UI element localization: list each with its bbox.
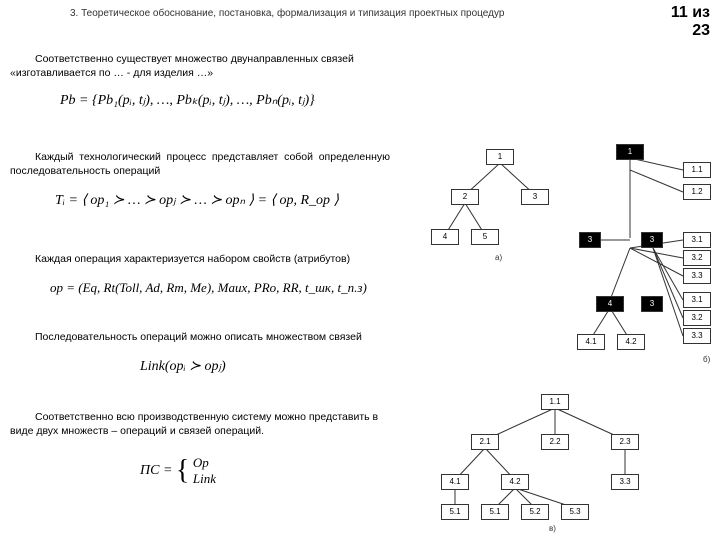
- tree-a-node: 4: [431, 229, 459, 245]
- formula-5-lhs: ПС =: [140, 463, 172, 478]
- diagram-c: 1.1 2.1 2.2 2.3 4.1 4.2 3.3 5.1 5.1 5.2 …: [425, 390, 685, 535]
- tree-b-node: 4.1: [577, 334, 605, 350]
- formula-5-bot: Link: [193, 471, 216, 486]
- paragraph-3: Каждая операция характеризуется набором …: [10, 252, 390, 266]
- tree-c-node: 2.1: [471, 434, 499, 450]
- formula-5: ПС = { Op Link: [140, 455, 216, 487]
- tree-c-node: 3.3: [611, 474, 639, 490]
- tree-c-node: 2.2: [541, 434, 569, 450]
- tree-c-node: 2.3: [611, 434, 639, 450]
- tree-b-node: 3.3: [683, 268, 711, 284]
- formula-4: Link(opᵢ ≻ opⱼ): [140, 358, 226, 375]
- diagram-c-label: в): [549, 524, 556, 533]
- section-header: 3. Теоретическое обоснование, постановка…: [70, 8, 504, 19]
- tree-c-node: 5.2: [521, 504, 549, 520]
- diagram-a: 1 2 3 4 5 a): [425, 145, 575, 265]
- page-num-line1: 11 из: [671, 4, 710, 21]
- tree-b-node: 3.2: [683, 310, 711, 326]
- page-num-line2: 23: [692, 22, 710, 39]
- paragraph-5: Соответственно всю производственную сист…: [10, 410, 390, 438]
- diagram-b-label: б): [703, 355, 710, 364]
- tree-a-node: 1: [486, 149, 514, 165]
- tree-b-node-black: 1: [616, 144, 644, 160]
- tree-b-node-black: 3: [641, 232, 663, 248]
- paragraph-2: Каждый технологический процесс представл…: [10, 150, 390, 178]
- tree-b-node-black: 4: [596, 296, 624, 312]
- tree-a-node: 5: [471, 229, 499, 245]
- diagram-b: 1 1.1 1.2 3 3.1 3.2 3.3 3 4 3 3.1 3.2 3.…: [575, 140, 720, 370]
- tree-a-node: 3: [521, 189, 549, 205]
- formula-3: op = (Eq, Rt(Toll, Ad, Rm, Me), Maux, PR…: [50, 280, 367, 296]
- formula-5-top: Op: [193, 455, 209, 470]
- tree-b-node: 3.3: [683, 328, 711, 344]
- tree-b-node: 1.1: [683, 162, 711, 178]
- tree-a-node: 2: [451, 189, 479, 205]
- diagram-a-label: a): [495, 253, 502, 262]
- tree-c-node: 1.1: [541, 394, 569, 410]
- paragraph-4: Последовательность операций можно описат…: [10, 330, 390, 344]
- paragraph-1: Соответственно существует множество двун…: [10, 52, 390, 80]
- tree-b-node: 3.1: [683, 292, 711, 308]
- tree-c-node: 4.1: [441, 474, 469, 490]
- tree-c-node: 5.1: [481, 504, 509, 520]
- formula-2: Tᵢ = ⟨ op₁ ≻ … ≻ opⱼ ≻ … ≻ opₙ ⟩ = ⟨ op,…: [55, 192, 339, 209]
- formula-1: Pb = {Pb₁(pᵢ, tⱼ), …, Pbₖ(pᵢ, tⱼ), …, Pb…: [60, 92, 315, 109]
- tree-b-node: 1.2: [683, 184, 711, 200]
- page-number: 11 из 23: [671, 4, 710, 39]
- tree-b-node: 3.2: [683, 250, 711, 266]
- tree-c-node: 5.1: [441, 504, 469, 520]
- tree-c-node: 5.3: [561, 504, 589, 520]
- tree-b-node-black: 3: [641, 296, 663, 312]
- tree-b-node-black: 3: [579, 232, 601, 248]
- tree-c-node: 4.2: [501, 474, 529, 490]
- tree-b-node: 3.1: [683, 232, 711, 248]
- tree-b-node: 4.2: [617, 334, 645, 350]
